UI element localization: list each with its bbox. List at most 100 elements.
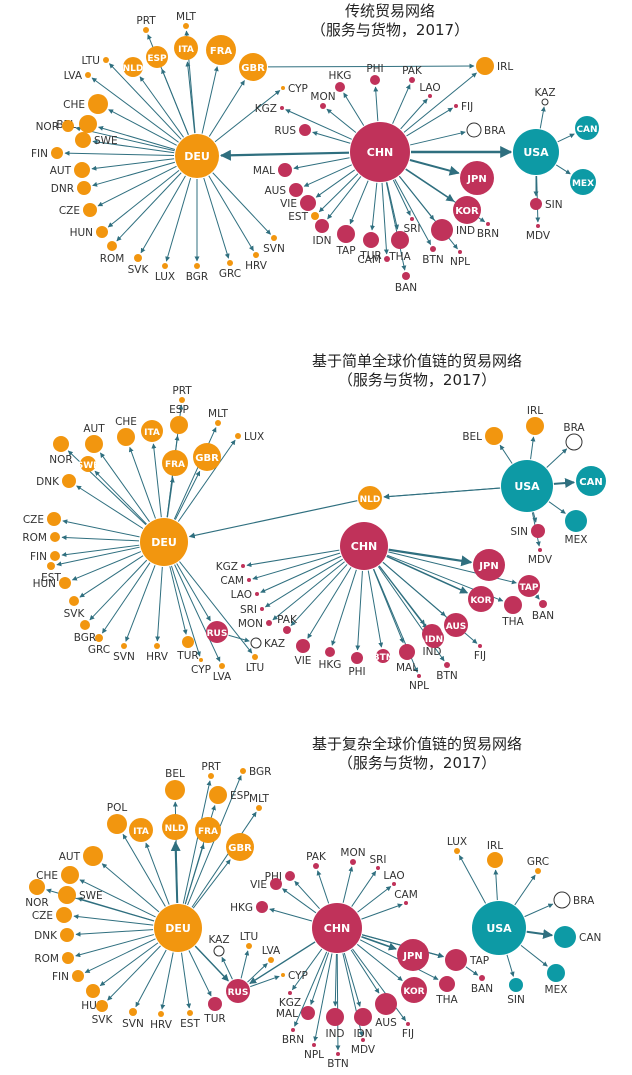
node-p3-tha: THA xyxy=(435,976,459,1006)
node-label: LTU xyxy=(246,662,265,674)
edge-p1-deu-ita xyxy=(185,61,196,134)
node-p2-idn: IDN xyxy=(424,628,444,648)
node-p1-mal: MAL xyxy=(253,163,292,177)
node-circle xyxy=(165,780,185,800)
node-p1-ind: IND xyxy=(431,219,475,241)
node-circle xyxy=(547,964,565,982)
node-label: MAL xyxy=(253,165,275,177)
panel-1-title-main: 传统贸易网络 xyxy=(344,2,435,20)
edge-p3-deu-est xyxy=(180,952,192,1009)
node-p2-btn: BTN xyxy=(373,649,393,663)
node-p1-mex: MEX xyxy=(570,169,596,195)
edge-p2-deu-gbr xyxy=(174,470,201,520)
edge-p1-chn-aus xyxy=(303,164,352,187)
node-p3-fra: FRA xyxy=(195,817,221,843)
edge-p3-deu-rus xyxy=(194,945,229,982)
node-circle xyxy=(62,952,74,964)
node-circle xyxy=(518,575,540,597)
node-circle xyxy=(300,195,316,211)
node-label: AUT xyxy=(59,851,81,863)
edge-p3-deu-hun xyxy=(99,942,159,987)
edge-p2-tap-ban xyxy=(534,594,540,600)
node-p1-brn: BRN xyxy=(477,222,499,240)
node-label: TAP xyxy=(519,583,538,593)
node-circle xyxy=(270,878,282,890)
edge-p3-chn-hkg xyxy=(269,907,313,922)
node-circle xyxy=(77,181,91,195)
node-circle xyxy=(410,217,414,221)
node-label: PHI xyxy=(348,666,365,678)
edge-p3-deu-rom xyxy=(75,934,155,958)
node-p2-kgz: KGZ xyxy=(216,561,245,573)
node-circle xyxy=(565,510,587,532)
node-label: AUT xyxy=(50,165,72,177)
node-label: TAP xyxy=(469,955,489,967)
node-label: MLT xyxy=(208,408,228,420)
node-circle xyxy=(227,260,233,266)
edge-p2-deu-dnk xyxy=(76,485,144,529)
node-p3-deu: DEU xyxy=(154,904,202,952)
edge-p2-deu-hrv xyxy=(155,566,163,642)
node-label: BTN xyxy=(327,1058,348,1070)
edge-p3-chn-fij xyxy=(352,948,407,1022)
node-p3-lao: LAO xyxy=(383,870,405,886)
node-p1-jpn: JPN xyxy=(460,161,494,195)
node-label: BRN xyxy=(477,228,499,240)
node-p1-est: EST xyxy=(288,211,319,223)
node-circle xyxy=(315,219,329,233)
node-label: DEU xyxy=(165,922,191,935)
node-circle xyxy=(576,466,606,496)
edge-p1-deu-hun xyxy=(107,169,180,228)
node-label: KOR xyxy=(403,987,424,997)
node-p1-bgr: BGR xyxy=(186,263,208,283)
node-label: USA xyxy=(514,480,540,493)
edge-p2-chn-phi xyxy=(355,570,363,651)
node-circle xyxy=(530,198,542,210)
edge-p3-deu-gbr xyxy=(192,859,231,909)
edge-p2-chn-mal xyxy=(372,568,404,644)
edge-p2-deu-grc xyxy=(101,562,151,634)
node-label: MON xyxy=(238,618,263,630)
node-p2-nor: NOR xyxy=(49,436,73,466)
node-circle xyxy=(241,564,245,568)
node-circle xyxy=(72,970,84,982)
edge-p3-deu-svk xyxy=(107,945,161,1001)
edge-p2-deu-lux xyxy=(177,439,236,522)
node-label: SWE xyxy=(77,461,100,471)
node-label: IRL xyxy=(527,405,543,417)
node-label: FIJ xyxy=(402,1028,414,1040)
node-p3-hkg: HKG xyxy=(230,901,268,914)
edge-p3-chn-cam xyxy=(361,903,403,920)
edge-p2-deu-svk xyxy=(79,555,144,598)
node-circle xyxy=(268,957,274,963)
node-p1-prt: PRT xyxy=(136,15,156,33)
edge-p2-deu-fra xyxy=(166,477,175,518)
node-circle xyxy=(350,859,356,865)
node-p3-nor: NOR xyxy=(25,879,49,909)
node-circle xyxy=(460,161,494,195)
node-label: CAM xyxy=(394,889,418,901)
node-p2-tap: TAP xyxy=(518,575,540,597)
node-label: HUN xyxy=(33,578,56,590)
node-label: CYP xyxy=(288,970,308,982)
edge-p2-deu-cze xyxy=(62,519,140,538)
node-p1-kaz: KAZ xyxy=(534,87,556,106)
node-label: VIE xyxy=(295,655,312,667)
node-circle xyxy=(266,620,272,626)
node-label: BRA xyxy=(573,895,595,907)
node-label: ESP xyxy=(230,790,250,802)
node-p3-gbr: GBR xyxy=(226,833,254,861)
node-p1-kgz: KGZ xyxy=(255,103,284,115)
node-circle xyxy=(397,939,429,971)
edge-p2-deu-swe xyxy=(94,470,147,525)
edge-p3-chn-vie xyxy=(282,888,317,914)
node-circle xyxy=(431,219,453,241)
node-circle xyxy=(278,163,292,177)
node-circle xyxy=(296,639,310,653)
node-circle xyxy=(140,518,188,566)
node-label: GBR xyxy=(241,63,265,74)
node-label: MDV xyxy=(351,1044,376,1056)
node-label: CZE xyxy=(32,910,53,922)
node-label: DEU xyxy=(184,150,210,163)
node-label: DNK xyxy=(34,930,58,942)
